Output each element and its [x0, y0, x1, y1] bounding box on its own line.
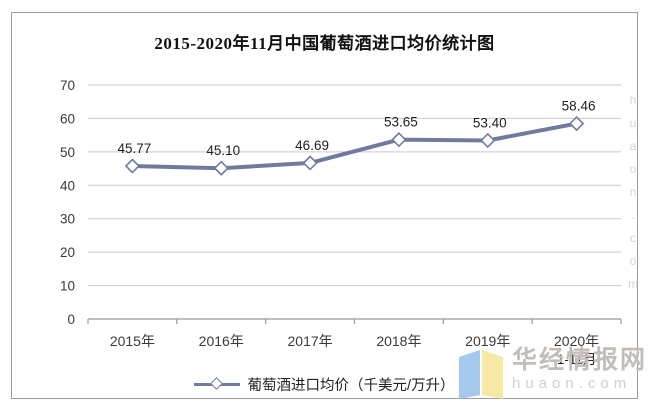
- data-point-label: 45.10: [206, 143, 240, 158]
- x-tick-label: 2015年: [110, 333, 155, 349]
- line-series: [132, 121, 577, 171]
- watermark-text-block: 华经情报网 huaon.com: [512, 347, 647, 393]
- y-tick-label: 0: [67, 312, 75, 327]
- x-tick-label: 2020年: [554, 333, 599, 349]
- data-point-label: 46.69: [295, 138, 329, 153]
- y-tick-label: 70: [60, 78, 75, 93]
- legend-series-label: 葡萄酒进口均价（千美元/万升）: [247, 377, 455, 394]
- watermark-domain: huaon.com: [512, 375, 632, 392]
- data-point-marker: [302, 155, 318, 171]
- line-chart-plot: 0 10 20 30 40 50 60 70 2015年 2016年 2017年 2018年 2019年…: [60, 78, 622, 367]
- legend-line-diamond-icon: [194, 377, 241, 390]
- chart-frame: 2015-2020年11月中国葡萄酒进口均价统计图 0 10 20 30 40 50 60 7…: [11, 12, 645, 399]
- data-point-label: 45.77: [118, 141, 152, 156]
- data-point-marker: [480, 132, 496, 149]
- x-tick-label: 2016年: [199, 333, 244, 349]
- y-tick-label: 50: [60, 145, 75, 160]
- y-tick-label: 60: [60, 111, 75, 126]
- huaon-logo-icon: [459, 350, 503, 399]
- data-point-marker: [391, 132, 407, 148]
- chart-legend: 葡萄酒进口均价（千美元/万升）: [12, 374, 637, 394]
- chart-title: 2015-2020年11月中国葡萄酒进口均价统计图: [154, 34, 495, 53]
- x-tick-label: 2018年: [376, 333, 421, 349]
- x-tick-label: 2017年: [288, 333, 333, 349]
- data-point-label: 58.46: [562, 99, 596, 114]
- y-tick-label: 10: [60, 279, 75, 294]
- data-point-marker: [124, 158, 141, 174]
- watermark-vertical: huaon.com: [626, 93, 640, 300]
- x-tick-label: 2019年: [465, 333, 510, 349]
- data-point-marker: [213, 160, 229, 176]
- y-tick-label: 20: [60, 245, 75, 260]
- y-tick-label: 30: [60, 212, 75, 227]
- data-point-label: 53.40: [473, 115, 507, 130]
- x-sub-label: 1-11月: [557, 352, 597, 367]
- watermark-bottom: 华经情报网 huaon.com: [458, 347, 647, 399]
- y-tick-label: 40: [60, 178, 75, 193]
- data-point-marker: [568, 115, 585, 132]
- watermark-brand: 华经情报网: [512, 346, 648, 374]
- data-point-label: 53.65: [384, 115, 418, 130]
